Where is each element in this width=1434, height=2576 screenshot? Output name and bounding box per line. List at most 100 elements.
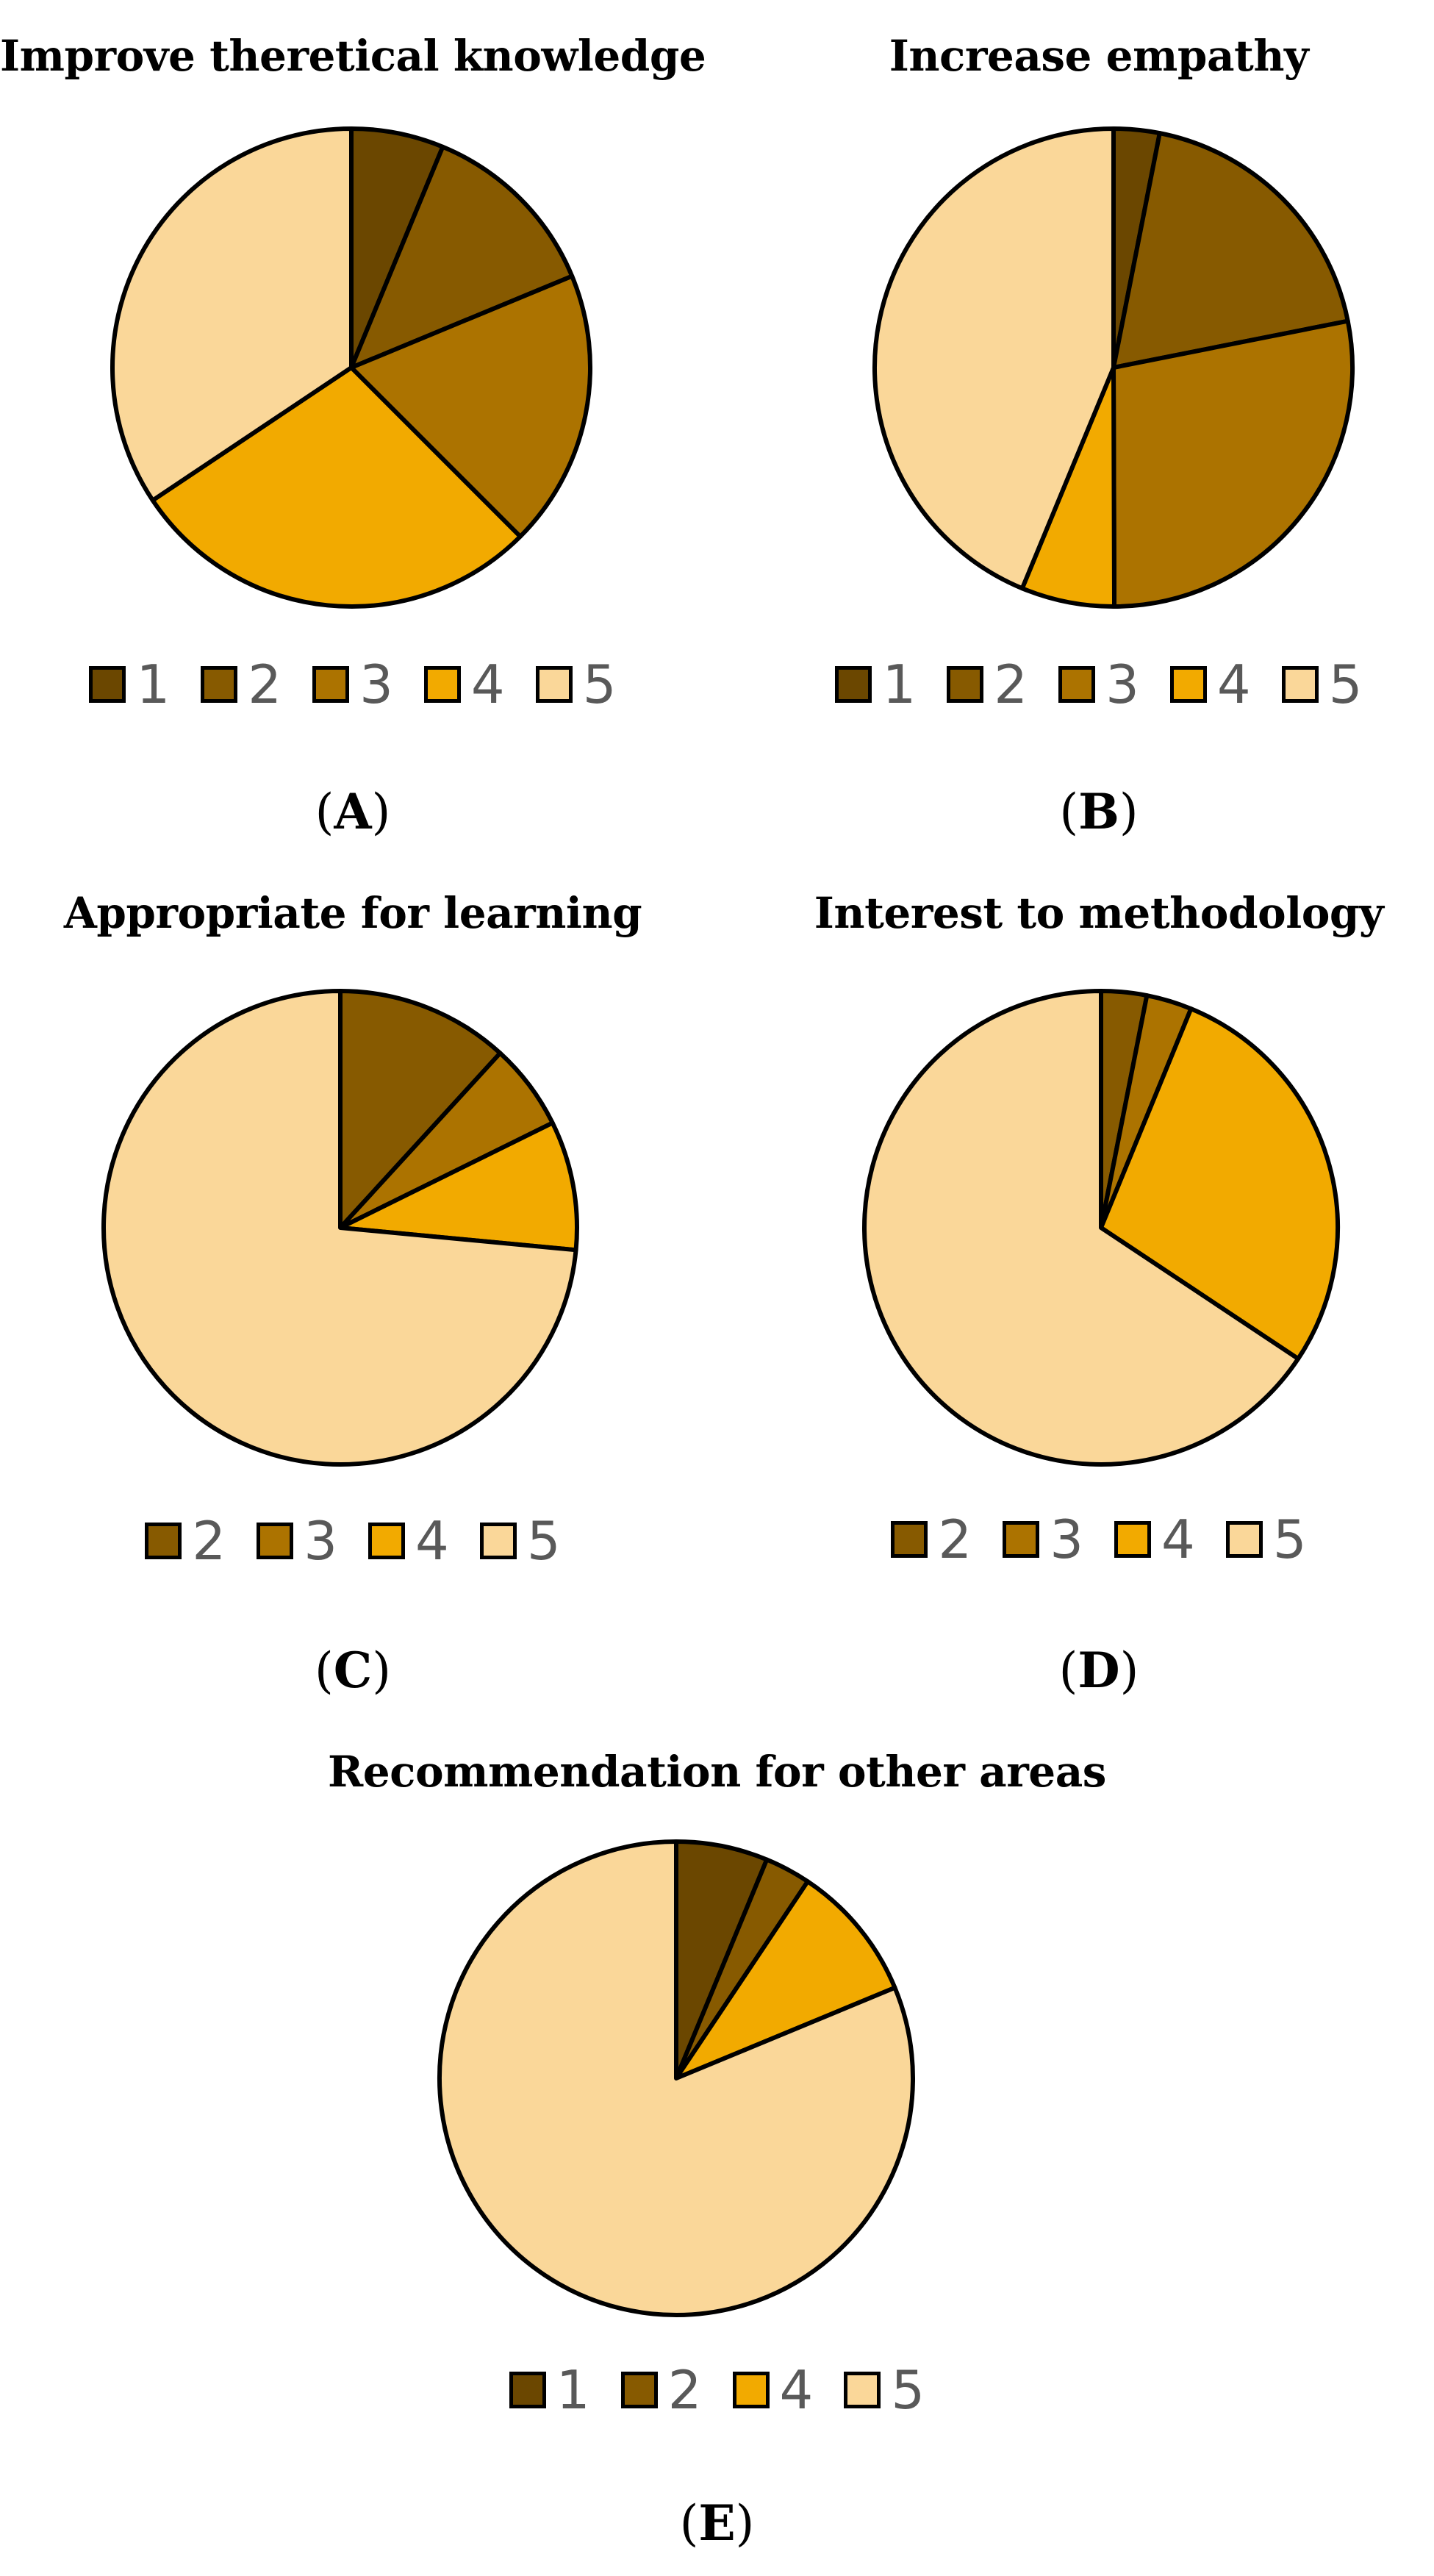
- legend-swatch: [368, 1523, 405, 1559]
- legend-label: 3: [304, 1510, 337, 1572]
- pie-slice-4: [338, 1120, 579, 1253]
- legend-swatch: [201, 666, 238, 703]
- pie-slice-2: [1111, 131, 1350, 370]
- legend-swatch: [1281, 666, 1319, 703]
- legend-swatch: [423, 666, 461, 703]
- legend-swatch: [257, 1523, 294, 1559]
- legend-item-5: 5: [844, 2364, 925, 2416]
- legend-label: 2: [994, 654, 1028, 715]
- legend-label: 4: [779, 2359, 814, 2421]
- legend-label: 3: [1050, 1509, 1083, 1570]
- pie-slice-5: [101, 989, 578, 1467]
- legend-label: 3: [359, 654, 393, 715]
- legend-label: 2: [938, 1509, 972, 1570]
- legend-label: 5: [582, 654, 617, 715]
- pie-slice-2: [338, 989, 503, 1230]
- pie-chart: [437, 1839, 915, 2317]
- legend-label: 2: [192, 1510, 226, 1572]
- legend-label: 4: [1161, 1509, 1195, 1570]
- panel-label: (D): [1058, 1642, 1139, 1699]
- legend-swatch: [535, 666, 573, 703]
- legend-item-5: 5: [535, 654, 617, 715]
- legend-item-3: 3: [312, 658, 393, 711]
- legend-item-4: 4: [423, 654, 505, 715]
- legend-label: 4: [470, 654, 505, 715]
- pie-slice-4: [150, 365, 523, 609]
- panel-label: (C): [314, 1642, 392, 1699]
- legend-item-4: 4: [1169, 654, 1251, 715]
- legend-item-4: 4: [732, 2359, 814, 2421]
- pie-title: Appropriate for learning: [63, 888, 642, 938]
- legend-label: 4: [1216, 654, 1251, 715]
- panel-label: (B): [1059, 783, 1139, 840]
- legend-item-1: 1: [509, 2364, 590, 2416]
- legend-item-2: 2: [145, 1514, 226, 1567]
- legend-swatch: [891, 1521, 928, 1558]
- pie-chart: [872, 126, 1355, 609]
- legend-label: 5: [1328, 654, 1363, 715]
- pie-slice-5: [862, 989, 1301, 1467]
- legend-swatch: [1003, 1521, 1040, 1558]
- legend-item-4: 4: [368, 1514, 449, 1567]
- legend-swatch: [1169, 666, 1207, 703]
- legend-label: 5: [526, 1510, 561, 1572]
- legend-label: 2: [248, 654, 282, 715]
- legend-swatch: [1225, 1521, 1263, 1558]
- pie-slice-4: [674, 1879, 897, 2081]
- legend-swatch: [732, 2372, 770, 2408]
- legend-item-5: 5: [1225, 1513, 1307, 1566]
- legend-item-2: 2: [620, 2359, 702, 2421]
- legend-swatch: [145, 1523, 182, 1559]
- legend-label: 1: [882, 654, 917, 715]
- pie-chart: [862, 989, 1341, 1467]
- legend-item-2: 2: [891, 1513, 972, 1566]
- legend-swatch: [479, 1523, 517, 1559]
- legend-item-3: 3: [1003, 1513, 1083, 1566]
- legend-item-3: 3: [257, 1514, 337, 1567]
- panel-label: (E): [679, 2494, 755, 2552]
- legend-item-4: 4: [1114, 1513, 1195, 1566]
- pie-slice-5: [437, 1839, 915, 2317]
- legend-swatch: [89, 666, 126, 703]
- pie-title: Increase empathy: [889, 31, 1309, 81]
- legend-item-1: 1: [89, 658, 170, 711]
- pie-title: Improve theretical knowledge: [0, 31, 706, 81]
- legend-swatch: [1058, 666, 1096, 703]
- legend-label: 1: [556, 2359, 590, 2421]
- legend-label: 3: [1105, 654, 1139, 715]
- legend-swatch: [312, 666, 350, 703]
- pie-title: Interest to methodology: [814, 888, 1384, 938]
- pie-title: Recommendation for other areas: [328, 1747, 1106, 1797]
- pie-chart: [110, 126, 592, 609]
- legend-swatch: [509, 2372, 546, 2408]
- pie-slice-3: [349, 273, 592, 539]
- pie-slice-3: [1111, 318, 1355, 609]
- legend-swatch: [947, 666, 984, 703]
- pie-slice-5: [872, 126, 1116, 591]
- legend-swatch: [835, 666, 872, 703]
- legend-label: 2: [667, 2359, 702, 2421]
- legend-item-5: 5: [1281, 654, 1363, 715]
- pie-slice-2: [349, 144, 575, 370]
- legend-swatch: [1114, 1521, 1151, 1558]
- legend-label: 1: [136, 654, 171, 715]
- legend-item-1: 1: [835, 658, 916, 711]
- legend-item-2: 2: [201, 658, 282, 711]
- pie-chart: [101, 989, 579, 1467]
- legend-label: 4: [415, 1510, 449, 1572]
- legend-item-5: 5: [479, 1510, 561, 1572]
- legend-item-3: 3: [1058, 658, 1139, 711]
- legend-swatch: [844, 2372, 881, 2408]
- legend-swatch: [620, 2372, 658, 2408]
- panel-label: (A): [315, 783, 391, 840]
